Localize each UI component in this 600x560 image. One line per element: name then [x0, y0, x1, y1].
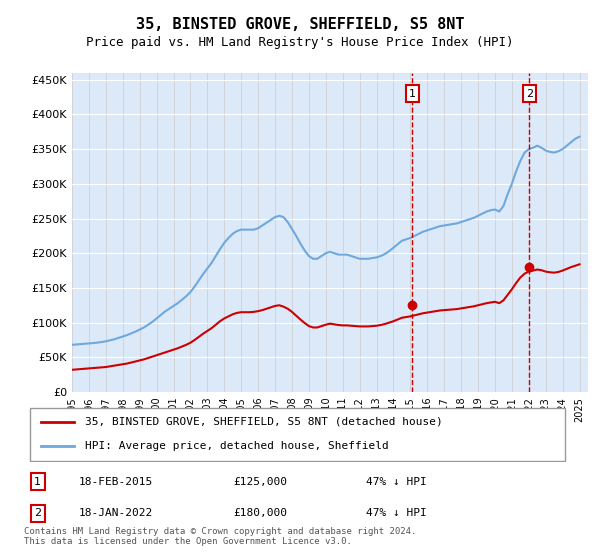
Text: HPI: Average price, detached house, Sheffield: HPI: Average price, detached house, Shef… [85, 441, 388, 451]
Text: 1: 1 [34, 477, 41, 487]
Text: Contains HM Land Registry data © Crown copyright and database right 2024.
This d: Contains HM Land Registry data © Crown c… [24, 526, 416, 546]
Text: Price paid vs. HM Land Registry's House Price Index (HPI): Price paid vs. HM Land Registry's House … [86, 36, 514, 49]
Text: £125,000: £125,000 [234, 477, 288, 487]
Text: 2: 2 [526, 88, 533, 99]
Text: 47% ↓ HPI: 47% ↓ HPI [366, 477, 427, 487]
Text: 47% ↓ HPI: 47% ↓ HPI [366, 508, 427, 518]
Text: 2: 2 [34, 508, 41, 518]
Text: 35, BINSTED GROVE, SHEFFIELD, S5 8NT: 35, BINSTED GROVE, SHEFFIELD, S5 8NT [136, 17, 464, 32]
Text: 18-FEB-2015: 18-FEB-2015 [79, 477, 154, 487]
Text: £180,000: £180,000 [234, 508, 288, 518]
Text: 35, BINSTED GROVE, SHEFFIELD, S5 8NT (detached house): 35, BINSTED GROVE, SHEFFIELD, S5 8NT (de… [85, 417, 442, 427]
FancyBboxPatch shape [29, 408, 565, 461]
Text: 18-JAN-2022: 18-JAN-2022 [79, 508, 154, 518]
Text: 1: 1 [409, 88, 416, 99]
